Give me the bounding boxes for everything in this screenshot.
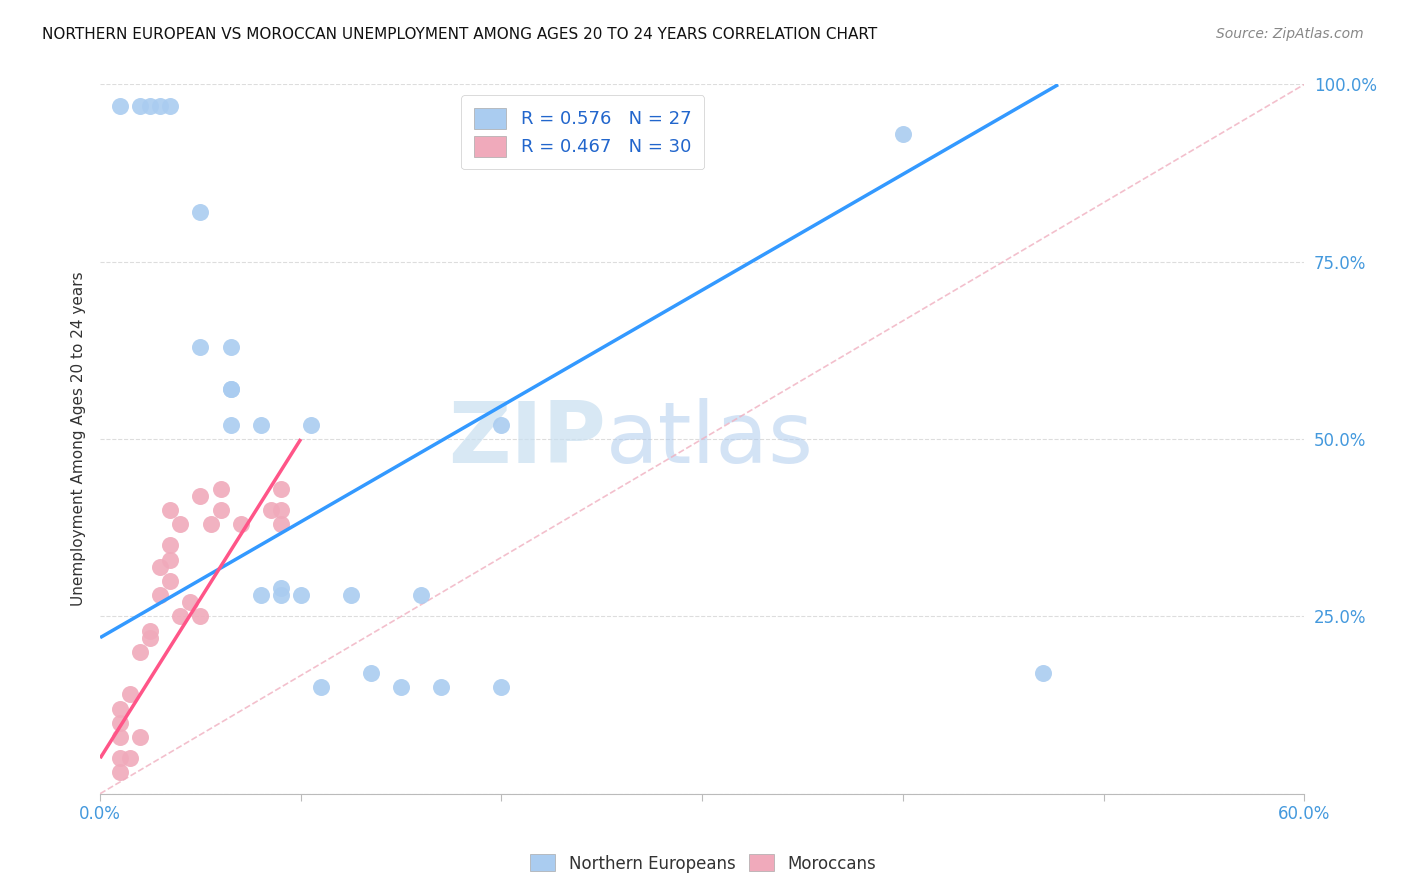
Point bbox=[340, 588, 363, 602]
Text: atlas: atlas bbox=[606, 398, 814, 481]
Point bbox=[108, 715, 131, 730]
Point bbox=[108, 765, 131, 780]
Point bbox=[190, 205, 212, 219]
Point bbox=[159, 574, 181, 588]
Point bbox=[190, 609, 212, 624]
Point bbox=[129, 99, 152, 113]
Point bbox=[108, 730, 131, 744]
Legend: R = 0.576   N = 27, R = 0.467   N = 30: R = 0.576 N = 27, R = 0.467 N = 30 bbox=[461, 95, 704, 169]
Point bbox=[270, 588, 292, 602]
Point bbox=[108, 99, 131, 113]
Point bbox=[219, 340, 242, 354]
Point bbox=[270, 503, 292, 517]
Point bbox=[209, 482, 232, 496]
Point bbox=[270, 482, 292, 496]
Text: ZIP: ZIP bbox=[449, 398, 606, 481]
Point bbox=[159, 503, 181, 517]
Point bbox=[169, 609, 191, 624]
Point bbox=[219, 383, 242, 397]
Y-axis label: Unemployment Among Ages 20 to 24 years: Unemployment Among Ages 20 to 24 years bbox=[72, 272, 86, 607]
Point bbox=[389, 681, 412, 695]
Point bbox=[249, 417, 271, 432]
Point bbox=[309, 681, 332, 695]
Point bbox=[891, 127, 914, 141]
Point bbox=[159, 99, 181, 113]
Point bbox=[129, 645, 152, 659]
Point bbox=[270, 517, 292, 532]
Point bbox=[159, 538, 181, 552]
Point bbox=[139, 99, 162, 113]
Point bbox=[270, 581, 292, 595]
Point bbox=[491, 417, 513, 432]
Point bbox=[179, 595, 201, 609]
Point bbox=[360, 666, 382, 681]
Point bbox=[149, 588, 172, 602]
Point bbox=[139, 631, 162, 645]
Point bbox=[190, 340, 212, 354]
Legend: Northern Europeans, Moroccans: Northern Europeans, Moroccans bbox=[523, 847, 883, 880]
Point bbox=[290, 588, 312, 602]
Text: Source: ZipAtlas.com: Source: ZipAtlas.com bbox=[1216, 27, 1364, 41]
Point bbox=[169, 517, 191, 532]
Point bbox=[200, 517, 222, 532]
Point bbox=[299, 417, 322, 432]
Point bbox=[411, 588, 433, 602]
Point bbox=[209, 503, 232, 517]
Point bbox=[129, 730, 152, 744]
Point bbox=[108, 701, 131, 715]
Point bbox=[1032, 666, 1054, 681]
Point bbox=[229, 517, 252, 532]
Point bbox=[149, 99, 172, 113]
Point bbox=[139, 624, 162, 638]
Point bbox=[219, 383, 242, 397]
Point bbox=[249, 588, 271, 602]
Point bbox=[219, 417, 242, 432]
Point bbox=[108, 751, 131, 765]
Text: NORTHERN EUROPEAN VS MOROCCAN UNEMPLOYMENT AMONG AGES 20 TO 24 YEARS CORRELATION: NORTHERN EUROPEAN VS MOROCCAN UNEMPLOYME… bbox=[42, 27, 877, 42]
Point bbox=[190, 489, 212, 503]
Point bbox=[120, 751, 142, 765]
Point bbox=[159, 552, 181, 566]
Point bbox=[491, 681, 513, 695]
Point bbox=[260, 503, 283, 517]
Point bbox=[430, 681, 453, 695]
Point bbox=[120, 687, 142, 701]
Point bbox=[149, 559, 172, 574]
